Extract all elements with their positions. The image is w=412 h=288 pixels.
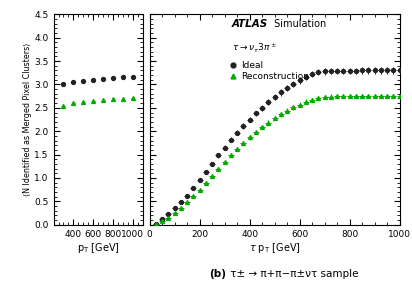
Text: $\tau\to\nu_\tau 3\pi^\pm$: $\tau\to\nu_\tau 3\pi^\pm$: [232, 42, 277, 55]
Text: Simulation: Simulation: [271, 19, 326, 29]
Text: τ± → π+π−π±ντ sample: τ± → π+π−π±ντ sample: [227, 269, 358, 279]
X-axis label: p$_\mathrm{T}$ [GeV]: p$_\mathrm{T}$ [GeV]: [77, 241, 119, 255]
Legend: Ideal, Reconstruction: Ideal, Reconstruction: [229, 61, 309, 81]
Y-axis label: ⟨N Identified as Merged Pixel Clusters⟩: ⟨N Identified as Merged Pixel Clusters⟩: [23, 43, 32, 196]
X-axis label: $\tau$ p$_\mathrm{T}$ [GeV]: $\tau$ p$_\mathrm{T}$ [GeV]: [249, 241, 301, 255]
Text: ATLAS: ATLAS: [232, 19, 268, 29]
Text: (b): (b): [210, 269, 227, 279]
